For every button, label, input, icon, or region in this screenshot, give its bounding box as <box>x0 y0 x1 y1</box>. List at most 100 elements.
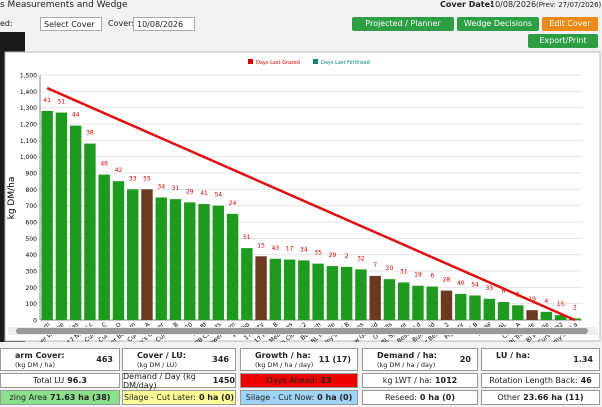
stat-box: LU / ha: 1.34 <box>481 348 600 371</box>
stat-value: 0 ha (0) <box>317 393 353 402</box>
days-grazed-label: 44 <box>72 112 80 119</box>
stat-box: arm Cover: (kg DM / ha) 463 <box>0 348 120 371</box>
stat-label: LU / ha: <box>496 351 531 360</box>
bar <box>312 263 324 320</box>
stat-value: 1.34 <box>573 355 593 364</box>
days-grazed-label: 35 <box>314 250 322 257</box>
page-title: s Measurements and Wedge <box>0 0 128 10</box>
y-axis-label: kg DM/ha <box>7 177 17 220</box>
days-grazed-label: 42 <box>115 167 123 174</box>
bar <box>369 275 381 320</box>
stat-label: zing Area <box>9 393 48 402</box>
cover-label: Cover: <box>108 19 134 28</box>
stat-box: Demand / ha: (kg DM / ha / day) 20 <box>362 348 478 371</box>
bar <box>283 259 296 320</box>
stat-value: 11 (17) <box>318 355 351 364</box>
stat-label: Other <box>497 393 521 402</box>
stat-label: Growth / ha: <box>255 351 311 360</box>
stat-unit: (kg DM / ha / day) <box>377 361 436 369</box>
stat-unit: (kg DM / ha / day) <box>255 361 314 369</box>
days-grazed-label: 51 <box>243 234 251 241</box>
y-tick-label: 100 <box>26 301 38 308</box>
stat-label: Demand / Day (kg DM/day) <box>123 371 196 390</box>
days-grazed-label: 34 <box>157 184 165 191</box>
days-grazed-label: 31 <box>400 268 408 275</box>
stat-cell: Silage - Cut Later: 0 ha (0) <box>122 390 236 405</box>
stat-label: kg LWT / ha: <box>382 376 432 385</box>
stat-cell: Rotation Length Back: 46 <box>481 373 600 388</box>
cover-select[interactable]: Select Cover <box>40 17 102 31</box>
days-grazed-label: 19 <box>528 296 536 303</box>
x-tick-label: BL <box>498 321 509 332</box>
stat-unit: (kg DM / ha) <box>15 361 56 369</box>
stat-cell: Demand / Day (kg DM/day) 1450 <box>122 371 236 390</box>
days-grazed-label: 15 <box>257 242 265 249</box>
bar <box>383 279 396 320</box>
days-grazed-label: 7 <box>373 262 377 269</box>
bar <box>169 199 182 320</box>
bar <box>141 189 153 320</box>
days-grazed-label: 41 <box>43 97 51 104</box>
days-grazed-label: 6 <box>430 273 434 280</box>
days-grazed-label: 29 <box>329 252 337 259</box>
days-grazed-label: 51 <box>58 99 66 106</box>
bar <box>41 110 53 320</box>
bar <box>455 293 467 320</box>
bar <box>540 311 553 320</box>
scrollbar-thumb[interactable] <box>16 328 588 334</box>
stat-value: 96.3 <box>67 376 87 385</box>
wedge-line <box>46 86 576 322</box>
days-grazed-label: 6 <box>502 288 506 295</box>
stat-label: Demand / ha: <box>377 351 438 360</box>
days-grazed-label: 46 <box>100 161 108 168</box>
days-grazed-label: 2 <box>345 253 349 260</box>
stat-value: 346 <box>212 355 229 364</box>
bar <box>241 248 253 320</box>
stat-cell: Days Ahead: 23 <box>240 373 358 388</box>
cover-date-input[interactable]: 10/08/2026 <box>133 17 195 31</box>
days-grazed-label: 29 <box>186 188 194 195</box>
bar <box>127 189 139 320</box>
days-grazed-label: 43 <box>272 245 280 252</box>
bar <box>212 205 224 320</box>
cover-date-label: Cover Date: <box>440 0 494 9</box>
days-grazed-label: 54 <box>214 192 222 199</box>
days-grazed-label: 24 <box>229 200 237 207</box>
y-tick-label: 1,100 <box>20 138 37 145</box>
stat-unit: (kg DM / LU) <box>137 361 178 369</box>
cover-date: 10/08/2026 <box>490 0 537 9</box>
wedge-button[interactable]: Wedge Decisions <box>457 17 539 31</box>
y-tick-label: 1,300 <box>20 105 37 112</box>
stat-label: Total LU <box>33 376 65 385</box>
bar <box>326 266 339 320</box>
stat-value: 23 <box>320 376 332 385</box>
days-grazed-label: 15 <box>557 301 565 308</box>
stat-cell: Other 23.66 ha (11) <box>481 390 600 405</box>
bar <box>398 282 410 320</box>
y-tick-label: 1,400 <box>20 89 37 96</box>
export-button[interactable]: Export/Print <box>528 34 598 48</box>
bar <box>526 310 538 320</box>
bar <box>55 112 68 320</box>
stat-box: Cover / LU: (kg DM / LU) 346 <box>122 348 236 371</box>
bar <box>198 204 210 320</box>
days-grazed-label: 17 <box>286 246 294 253</box>
days-grazed-label: 31 <box>172 185 180 192</box>
stat-cell: kg LWT / ha: 1012 <box>362 373 478 388</box>
projected-button[interactable]: Projected / Planner <box>352 17 454 31</box>
bar <box>426 286 438 320</box>
days-grazed-label: 40 <box>457 280 465 287</box>
legend-swatch <box>313 59 318 64</box>
edit-button[interactable]: Edit Cover <box>542 17 598 31</box>
stat-label: Silage - Cut Now: <box>245 393 315 402</box>
y-tick-label: 800 <box>26 187 38 194</box>
bar <box>155 197 167 320</box>
y-tick-label: 600 <box>26 220 38 227</box>
stat-cell: Silage - Cut Now: 0 ha (0) <box>240 390 358 405</box>
bar <box>469 295 481 320</box>
bar <box>112 181 125 320</box>
y-tick-label: 500 <box>26 236 38 243</box>
bar <box>497 302 510 320</box>
days-grazed-label: 28 <box>443 277 451 284</box>
stat-value: 1012 <box>434 376 458 385</box>
